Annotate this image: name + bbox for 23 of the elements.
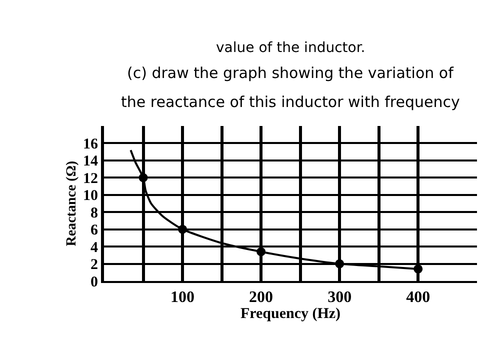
y-tick-label: 14 [83,154,98,170]
y-tick-label: 2 [90,257,98,274]
x-tick-label: 100 [170,289,195,306]
text: the reactance of this inductor with frequency [121,93,460,111]
text: value of the inductor. [216,40,366,56]
y-tick-label: 10 [83,188,98,204]
y-tick-label: 16 [83,136,98,152]
x-tick-label: 200 [249,289,274,306]
point [414,264,423,274]
y-tick-label: 12 [83,170,98,187]
y-tick-label: 6 [90,222,98,239]
y-axis-title: Reactance (Ω) [64,160,80,246]
x-tick-label: 400 [406,289,430,306]
text: (c) draw the graph showing the variation of [127,64,454,82]
point [335,259,344,268]
point [138,173,148,182]
y-tick-label: 8 [90,205,98,222]
point [178,224,188,234]
x-tick-label: 300 [328,289,352,306]
y-tick-label: 4 [90,240,98,256]
y-tick-label: 0 [90,274,98,290]
x-axis-title: Frequency (Hz) [240,306,341,322]
point [256,247,266,256]
